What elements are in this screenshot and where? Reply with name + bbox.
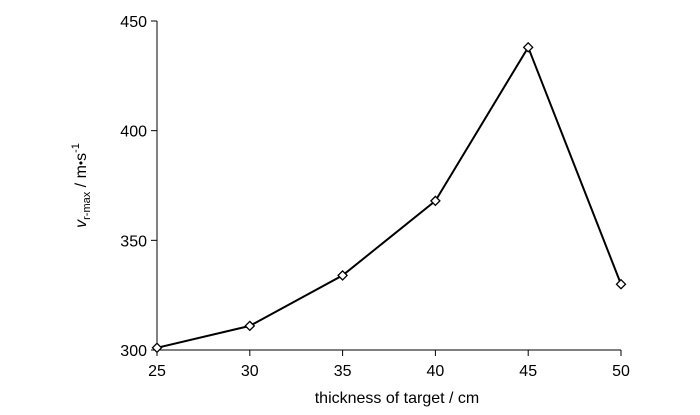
x-tick-label: 40 [427, 363, 445, 380]
y-tick-label: 350 [120, 233, 147, 250]
y-label-subscript: r-max [81, 191, 93, 220]
data-point-marker [337, 270, 349, 281]
data-point-marker [615, 278, 627, 290]
x-tick-label: 30 [241, 363, 259, 380]
y-tick-label: 400 [120, 124, 147, 141]
data-point-marker [522, 41, 534, 53]
y-label-unit-s: s [73, 153, 90, 161]
y-tick-label: 450 [120, 14, 147, 31]
series-group [151, 41, 627, 354]
x-tick-label: 25 [148, 363, 166, 380]
y-label-dot: • [74, 161, 88, 165]
x-tick-label: 35 [334, 363, 352, 380]
x-tick-label: 50 [612, 363, 630, 380]
chart-axes [156, 21, 621, 351]
data-point-marker [151, 342, 163, 354]
series-line [156, 45, 622, 349]
x-axis-label: thickness of target / cm [315, 390, 480, 407]
y-label-unit-prefix: / m [73, 165, 90, 192]
data-point-marker [244, 320, 256, 332]
y-label-symbol: v [73, 219, 90, 228]
y-axis-label: vr-max / m•s-1 [70, 143, 93, 228]
x-ticks: 25 30 35 40 45 50 [148, 350, 630, 380]
x-tick-label: 45 [519, 363, 537, 380]
y-ticks: 300 350 400 450 [120, 14, 157, 360]
y-label-exponent: -1 [70, 143, 82, 153]
data-point-marker [429, 195, 441, 207]
y-tick-label: 300 [120, 343, 147, 360]
